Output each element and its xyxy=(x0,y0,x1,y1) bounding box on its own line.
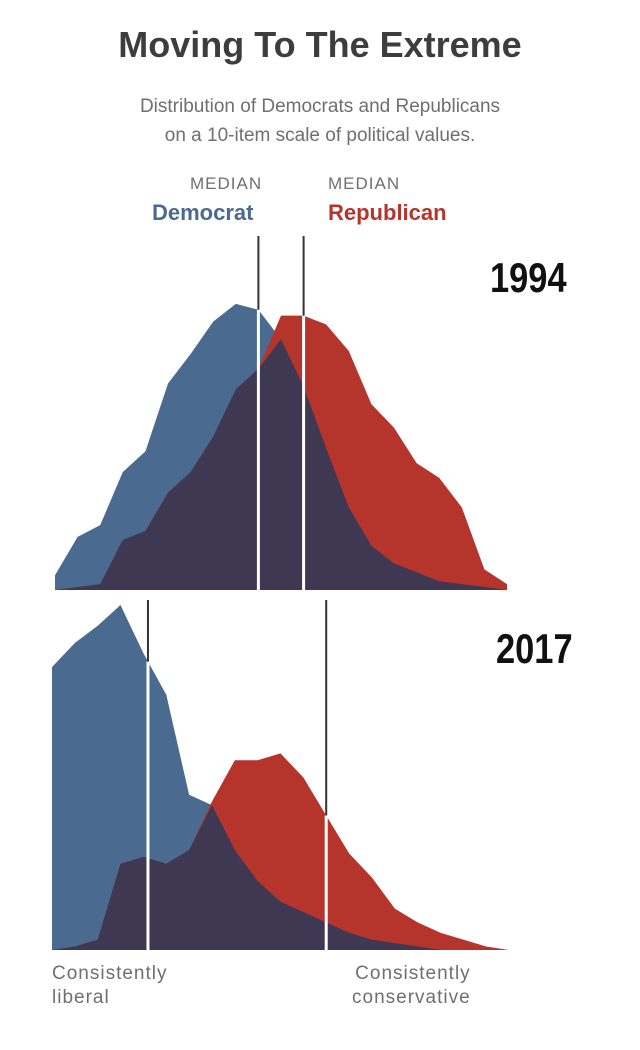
axis-note-liberal-line2: liberal xyxy=(52,987,110,1008)
panel-title-2017: 2017 xyxy=(496,625,573,672)
axis-note-liberal: Consistently liberal xyxy=(52,962,168,1010)
legend-republican: Republican xyxy=(328,200,447,225)
median-label-democrat: MEDIAN xyxy=(190,174,263,193)
panel-title-1994: 1994 xyxy=(490,254,567,301)
panel-2017 xyxy=(52,600,509,950)
axis-note-liberal-line1: Consistently xyxy=(52,963,168,984)
panel-1994 xyxy=(55,236,507,590)
chart-title: Moving To The Extreme xyxy=(118,24,522,65)
area-overlap-1994 xyxy=(55,339,507,590)
subtitle-line-1: Distribution of Democrats and Republican… xyxy=(139,96,501,117)
axis-note-conservative-line1: Consistently xyxy=(355,963,471,984)
axis-note-conservative-line2: conservative xyxy=(352,987,471,1008)
legend-democrat: Democrat xyxy=(152,200,254,225)
axis-note-conservative: Consistently conservative xyxy=(352,962,471,1010)
area-overlap-2017 xyxy=(52,805,509,950)
chart-subtitle: Distribution of Democrats and Republican… xyxy=(0,92,640,150)
subtitle-line-2: on a 10-item scale of political values. xyxy=(164,125,476,146)
median-label-republican: MEDIAN xyxy=(328,174,401,193)
area-democrat-2017 xyxy=(52,605,509,950)
